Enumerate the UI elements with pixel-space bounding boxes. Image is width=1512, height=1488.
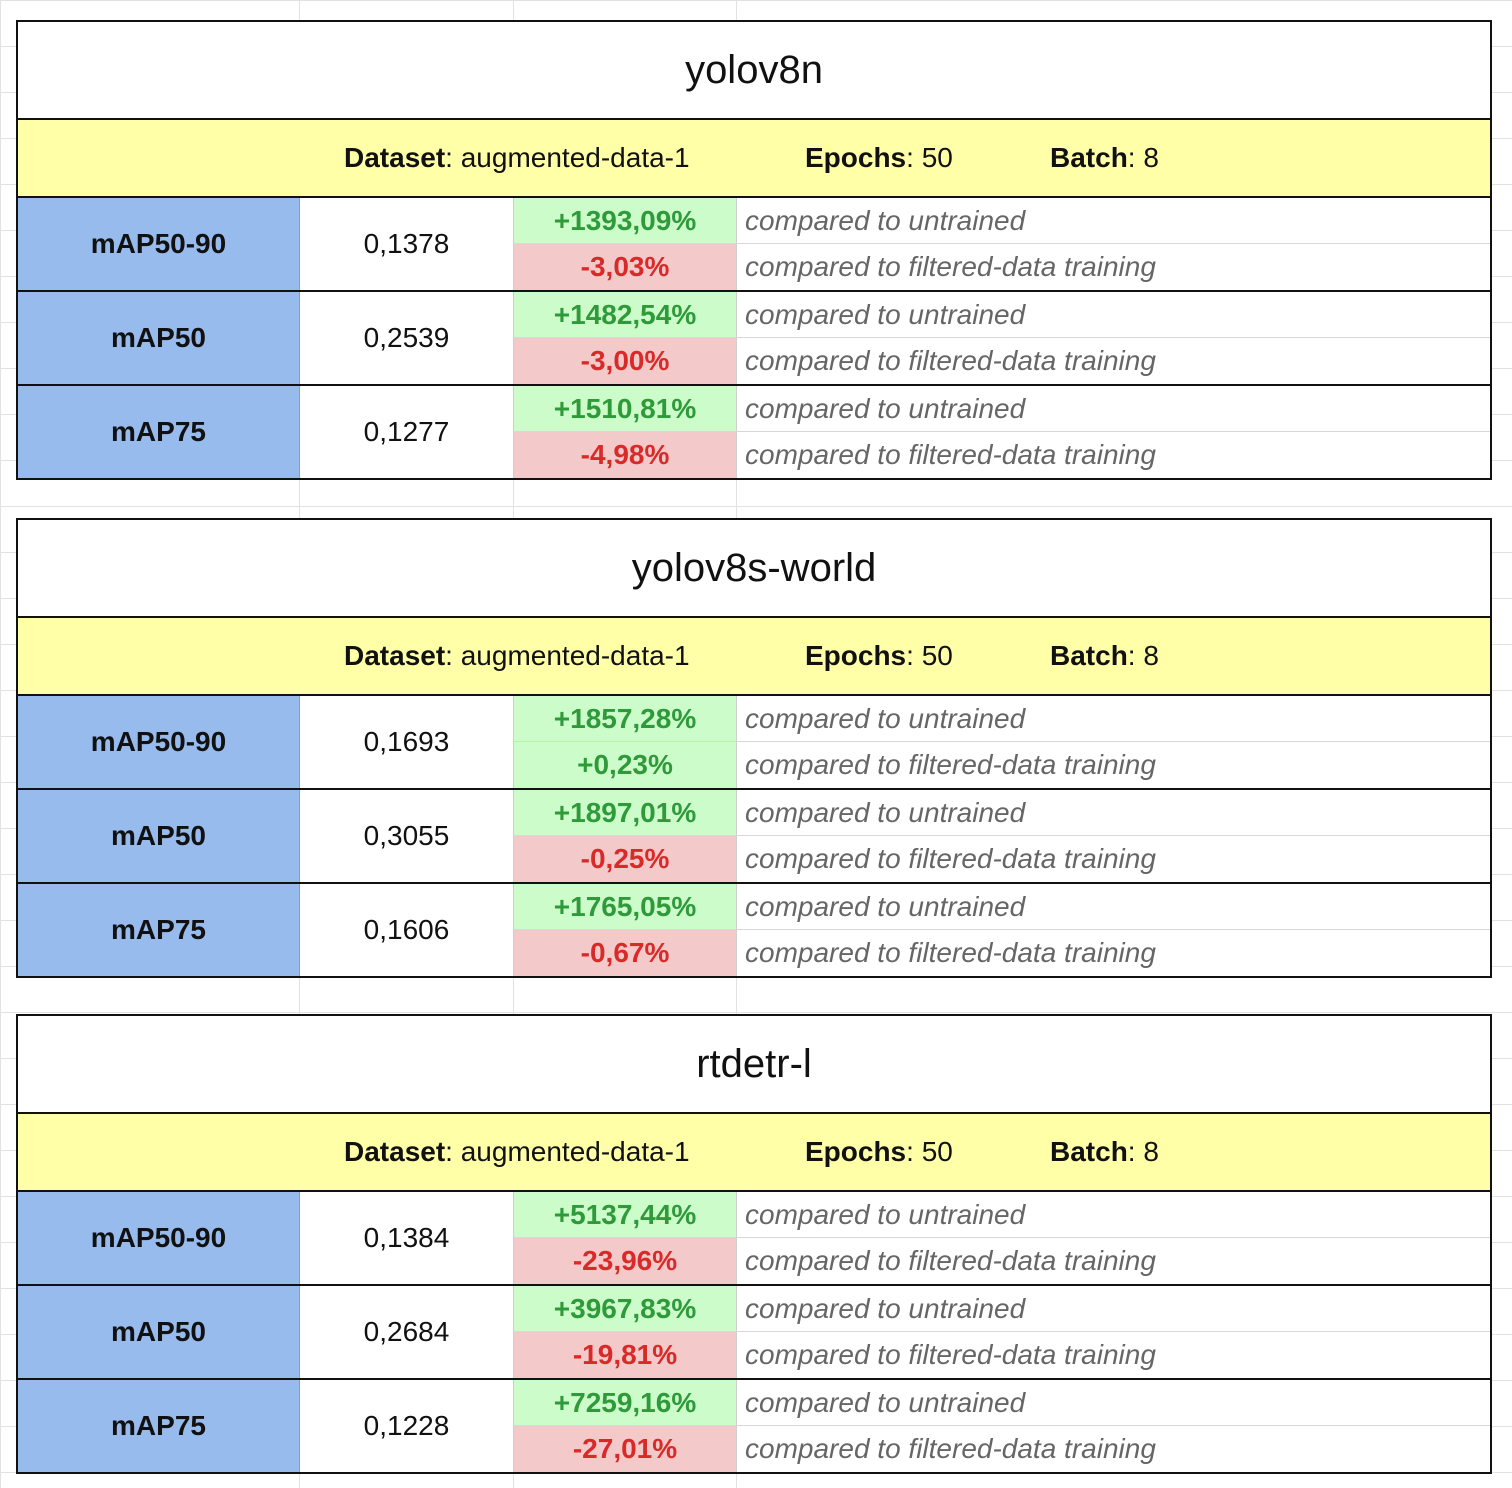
metric-name-cell[interactable]: mAP50-90 bbox=[18, 696, 300, 788]
model-title[interactable]: yolov8s-world bbox=[18, 520, 1490, 618]
metric-row: mAP75 0,1606 +1765,05% compared to untra… bbox=[18, 884, 1490, 976]
batch-value: 8 bbox=[1143, 640, 1159, 671]
metric-name-cell[interactable]: mAP50-90 bbox=[18, 198, 300, 290]
batch-value: 8 bbox=[1143, 142, 1159, 173]
epochs-label: Epochs bbox=[805, 1136, 907, 1167]
metric-row: mAP50 0,3055 +1897,01% compared to untra… bbox=[18, 790, 1490, 884]
delta-vs-filtered-cell[interactable]: -4,98% bbox=[514, 432, 737, 478]
delta-vs-untrained-cell[interactable]: +1857,28% bbox=[514, 696, 737, 742]
epochs-label: Epochs bbox=[805, 640, 907, 671]
metric-value-cell[interactable]: 0,1384 bbox=[300, 1192, 514, 1284]
note-filtered-cell[interactable]: compared to filtered-data training bbox=[745, 345, 1156, 376]
delta-vs-filtered-cell[interactable]: -27,01% bbox=[514, 1426, 737, 1472]
epochs-info: Epochs: 50 bbox=[805, 142, 953, 173]
note-filtered-cell[interactable]: compared to filtered-data training bbox=[745, 749, 1156, 780]
delta-vs-filtered-cell[interactable]: -23,96% bbox=[514, 1238, 737, 1284]
metric-row: mAP50-90 0,1378 +1393,09% compared to un… bbox=[18, 198, 1490, 292]
note-untrained-cell[interactable]: compared to untrained bbox=[737, 696, 1490, 742]
batch-label: Batch bbox=[1050, 1136, 1128, 1167]
note-untrained-cell[interactable]: compared to untrained bbox=[737, 386, 1490, 432]
dataset-info: Dataset: augmented-data-1 bbox=[344, 1136, 690, 1167]
delta-vs-filtered-cell[interactable]: -3,03% bbox=[514, 244, 737, 290]
batch-value: 8 bbox=[1143, 1136, 1159, 1167]
delta-vs-filtered-cell[interactable]: -3,00% bbox=[514, 338, 737, 384]
delta-vs-untrained-cell[interactable]: +1393,09% bbox=[514, 198, 737, 244]
dataset-value: augmented-data-1 bbox=[460, 142, 690, 173]
note-filtered-cell[interactable]: compared to filtered-data training bbox=[745, 937, 1156, 968]
dataset-label: Dataset bbox=[344, 142, 446, 173]
metric-name-cell[interactable]: mAP50 bbox=[18, 292, 300, 384]
delta-vs-filtered-cell[interactable]: -0,67% bbox=[514, 930, 737, 976]
metric-value-cell[interactable]: 0,3055 bbox=[300, 790, 514, 882]
delta-vs-untrained-cell[interactable]: +1897,01% bbox=[514, 790, 737, 836]
delta-vs-filtered-cell[interactable]: -0,25% bbox=[514, 836, 737, 882]
metric-name-cell[interactable]: mAP50 bbox=[18, 790, 300, 882]
epochs-info: Epochs: 50 bbox=[805, 640, 953, 671]
epochs-value: 50 bbox=[921, 640, 953, 671]
metric-value-cell[interactable]: 0,2539 bbox=[300, 292, 514, 384]
delta-vs-untrained-cell[interactable]: +1482,54% bbox=[514, 292, 737, 338]
batch-label: Batch bbox=[1050, 640, 1128, 671]
metric-name-cell[interactable]: mAP50 bbox=[18, 1286, 300, 1378]
note-untrained-cell[interactable]: compared to untrained bbox=[737, 790, 1490, 836]
epochs-value: 50 bbox=[921, 1136, 953, 1167]
training-config-row[interactable]: Dataset: augmented-data-1 Epochs: 50 Bat… bbox=[18, 120, 1490, 198]
note-untrained-cell[interactable]: compared to untrained bbox=[737, 884, 1490, 930]
delta-vs-untrained-cell[interactable]: +1510,81% bbox=[514, 386, 737, 432]
metric-value-cell[interactable]: 0,1693 bbox=[300, 696, 514, 788]
metric-row: mAP75 0,1228 +7259,16% compared to untra… bbox=[18, 1380, 1490, 1472]
delta-vs-untrained-cell[interactable]: +3967,83% bbox=[514, 1286, 737, 1332]
model-title[interactable]: rtdetr-l bbox=[18, 1016, 1490, 1114]
batch-info: Batch: 8 bbox=[1050, 640, 1159, 671]
delta-vs-untrained-cell[interactable]: +5137,44% bbox=[514, 1192, 737, 1238]
metric-row: mAP50 0,2539 +1482,54% compared to untra… bbox=[18, 292, 1490, 386]
metric-row: mAP50-90 0,1384 +5137,44% compared to un… bbox=[18, 1192, 1490, 1286]
metric-value-cell[interactable]: 0,2684 bbox=[300, 1286, 514, 1378]
dataset-label: Dataset bbox=[344, 1136, 446, 1167]
model-title[interactable]: yolov8n bbox=[18, 22, 1490, 120]
metric-row: mAP75 0,1277 +1510,81% compared to untra… bbox=[18, 386, 1490, 478]
note-filtered-cell[interactable]: compared to filtered-data training bbox=[745, 1245, 1156, 1276]
note-filtered-cell[interactable]: compared to filtered-data training bbox=[745, 439, 1156, 470]
metric-value-cell[interactable]: 0,1606 bbox=[300, 884, 514, 976]
metric-row: mAP50 0,2684 +3967,83% compared to untra… bbox=[18, 1286, 1490, 1380]
note-untrained-cell[interactable]: compared to untrained bbox=[737, 198, 1490, 244]
metric-row: mAP50-90 0,1693 +1857,28% compared to un… bbox=[18, 696, 1490, 790]
epochs-value: 50 bbox=[921, 142, 953, 173]
dataset-value: augmented-data-1 bbox=[460, 1136, 690, 1167]
note-untrained-cell[interactable]: compared to untrained bbox=[737, 1380, 1490, 1426]
metric-value-cell[interactable]: 0,1378 bbox=[300, 198, 514, 290]
dataset-info: Dataset: augmented-data-1 bbox=[344, 640, 690, 671]
results-block-rtdetr-l: rtdetr-l Dataset: augmented-data-1 Epoch… bbox=[16, 1014, 1492, 1474]
epochs-label: Epochs bbox=[805, 142, 907, 173]
epochs-info: Epochs: 50 bbox=[805, 1136, 953, 1167]
metric-name-cell[interactable]: mAP75 bbox=[18, 884, 300, 976]
note-untrained-cell[interactable]: compared to untrained bbox=[737, 292, 1490, 338]
dataset-label: Dataset bbox=[344, 640, 446, 671]
metric-name-cell[interactable]: mAP75 bbox=[18, 1380, 300, 1472]
results-block-yolov8s-world: yolov8s-world Dataset: augmented-data-1 … bbox=[16, 518, 1492, 978]
note-untrained-cell[interactable]: compared to untrained bbox=[737, 1192, 1490, 1238]
training-config-row[interactable]: Dataset: augmented-data-1 Epochs: 50 Bat… bbox=[18, 618, 1490, 696]
dataset-info: Dataset: augmented-data-1 bbox=[344, 142, 690, 173]
delta-vs-untrained-cell[interactable]: +1765,05% bbox=[514, 884, 737, 930]
metric-value-cell[interactable]: 0,1277 bbox=[300, 386, 514, 478]
batch-info: Batch: 8 bbox=[1050, 1136, 1159, 1167]
delta-vs-filtered-cell[interactable]: +0,23% bbox=[514, 742, 737, 788]
training-config-row[interactable]: Dataset: augmented-data-1 Epochs: 50 Bat… bbox=[18, 1114, 1490, 1192]
note-filtered-cell[interactable]: compared to filtered-data training bbox=[745, 843, 1156, 874]
note-filtered-cell[interactable]: compared to filtered-data training bbox=[745, 1339, 1156, 1370]
dataset-value: augmented-data-1 bbox=[460, 640, 690, 671]
metric-value-cell[interactable]: 0,1228 bbox=[300, 1380, 514, 1472]
batch-label: Batch bbox=[1050, 142, 1128, 173]
batch-info: Batch: 8 bbox=[1050, 142, 1159, 173]
delta-vs-filtered-cell[interactable]: -19,81% bbox=[514, 1332, 737, 1378]
note-filtered-cell[interactable]: compared to filtered-data training bbox=[745, 1433, 1156, 1464]
note-filtered-cell[interactable]: compared to filtered-data training bbox=[745, 251, 1156, 282]
note-untrained-cell[interactable]: compared to untrained bbox=[737, 1286, 1490, 1332]
results-block-yolov8n: yolov8n Dataset: augmented-data-1 Epochs… bbox=[16, 20, 1492, 480]
delta-vs-untrained-cell[interactable]: +7259,16% bbox=[514, 1380, 737, 1426]
metric-name-cell[interactable]: mAP50-90 bbox=[18, 1192, 300, 1284]
metric-name-cell[interactable]: mAP75 bbox=[18, 386, 300, 478]
